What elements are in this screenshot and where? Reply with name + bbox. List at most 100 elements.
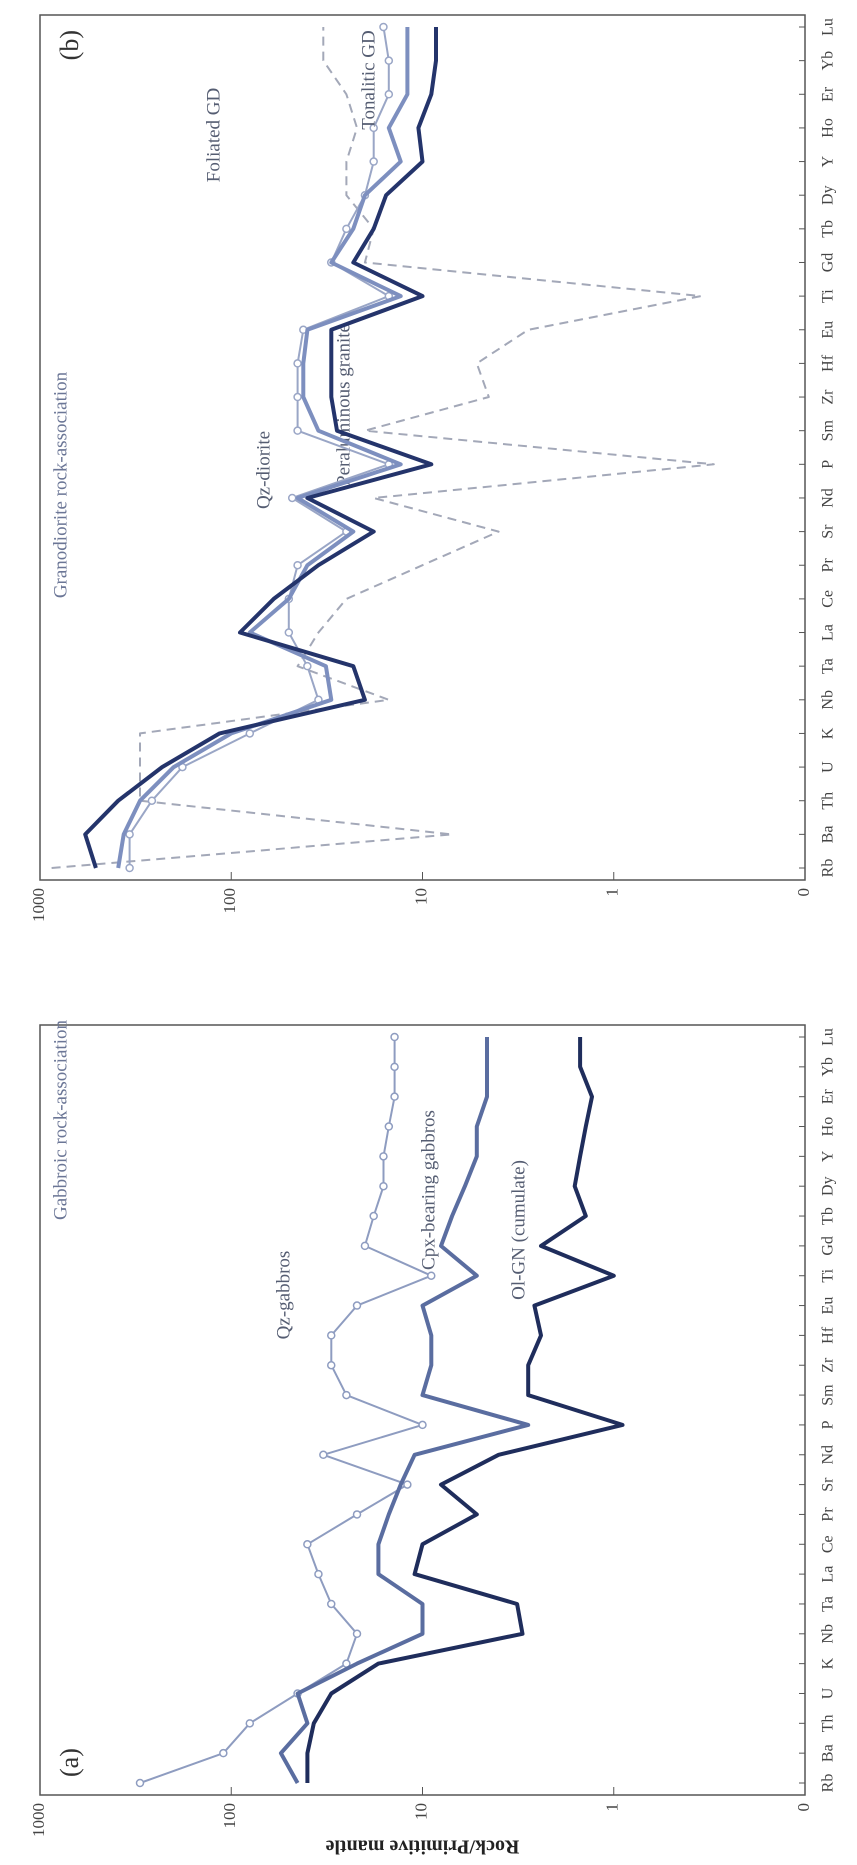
- x-tick-label: Pr: [820, 557, 837, 572]
- x-tick-label: Nb: [820, 690, 837, 710]
- x-tick-label: Lu: [820, 1028, 837, 1046]
- data-point: [284, 628, 294, 637]
- data-point: [293, 359, 302, 368]
- data-point: [418, 1420, 427, 1430]
- data-point: [219, 1748, 228, 1758]
- x-tick-label: La: [820, 624, 837, 641]
- data-point: [147, 796, 157, 805]
- y-tick-label: 0: [794, 1803, 813, 1812]
- panel-label: (a): [55, 1748, 84, 1777]
- x-tick-label: Er: [820, 86, 837, 102]
- x-tick-label: Ce: [820, 590, 837, 608]
- data-point: [352, 1629, 362, 1639]
- x-tick-label: Zr: [820, 1357, 837, 1373]
- x-tick-label: K: [820, 1657, 837, 1669]
- x-tick-label: La: [820, 1566, 837, 1583]
- data-point: [327, 1331, 336, 1340]
- x-tick-label: Sr: [820, 524, 837, 539]
- x-tick-label: Ba: [820, 825, 837, 843]
- x-tick-label: Eu: [820, 1297, 837, 1315]
- x-tick-label: Lu: [820, 18, 837, 36]
- x-tick-label: Tb: [820, 220, 837, 238]
- y-tick-label: 1: [603, 1803, 622, 1812]
- data-point: [384, 1122, 394, 1131]
- series-label: Qz-gabbros: [273, 1251, 294, 1340]
- data-point: [384, 90, 394, 99]
- data-point: [352, 1301, 362, 1310]
- data-point: [352, 1510, 362, 1519]
- x-tick-label: Ho: [820, 1117, 837, 1137]
- series-label: Tonalitic GD: [358, 30, 379, 129]
- series-label: Cpx-bearing gabbros: [418, 1110, 439, 1270]
- x-tick-label: Ta: [820, 658, 837, 674]
- y-tick-label: 1: [603, 888, 622, 897]
- data-point: [369, 123, 378, 133]
- series-line: [139, 1037, 433, 1784]
- x-tick-label: Eu: [820, 321, 837, 339]
- x-tick-label: Dy: [820, 1176, 837, 1196]
- x-tick-label: Er: [820, 1088, 837, 1104]
- y-axis-label: Rock/Primitive mantle: [325, 1835, 519, 1857]
- x-tick-label: Tb: [820, 1207, 837, 1225]
- data-point: [390, 1032, 399, 1042]
- data-point: [369, 157, 378, 166]
- series-line: [128, 26, 390, 868]
- data-point: [245, 729, 255, 738]
- x-tick-label: Y: [820, 155, 837, 167]
- x-tick-label: Rb: [820, 859, 837, 878]
- data-point: [293, 392, 302, 402]
- data-point: [390, 1092, 399, 1101]
- x-tick-label: Nd: [820, 1445, 837, 1465]
- series-label: Qz-diorite: [253, 431, 274, 509]
- data-point: [379, 22, 388, 32]
- data-point: [342, 224, 351, 234]
- data-point: [303, 661, 312, 671]
- x-tick-label: Zr: [820, 389, 837, 405]
- data-point: [319, 1450, 328, 1460]
- x-tick-label: Rb: [820, 1774, 837, 1793]
- x-tick-label: Sm: [820, 1384, 837, 1406]
- series-line: [278, 1037, 531, 1784]
- data-point: [327, 1599, 336, 1609]
- data-point: [125, 830, 134, 839]
- x-tick-label: Ti: [820, 1268, 837, 1282]
- data-point: [125, 863, 134, 873]
- x-tick-label: Ta: [820, 1596, 837, 1612]
- y-tick-label: 10: [411, 888, 430, 905]
- x-tick-label: Dy: [820, 185, 837, 205]
- y-tick-label: 1000: [29, 1803, 48, 1837]
- x-tick-label: Yb: [820, 1057, 837, 1077]
- x-tick-label: Pr: [820, 1507, 837, 1522]
- x-tick-label: U: [820, 761, 837, 773]
- series-line: [51, 27, 715, 869]
- data-point: [379, 1152, 388, 1161]
- y-tick-label: 100: [220, 888, 239, 914]
- series-label: Ol-GN (cumulate): [508, 1160, 529, 1300]
- x-tick-label: P: [820, 460, 837, 469]
- panel-label: (b): [55, 30, 84, 60]
- rotated-figure: 01101001000RbBaThUKNbTaLaCePrSrNdPSmZrHf…: [29, 14, 837, 1857]
- series-line: [83, 27, 438, 869]
- data-point: [384, 56, 394, 65]
- data-point: [390, 1062, 399, 1072]
- data-point: [379, 1181, 388, 1191]
- data-point: [293, 426, 302, 435]
- chart-title: Gabbroic rock-association: [50, 1020, 71, 1220]
- data-point: [327, 1360, 336, 1370]
- x-tick-label: Nb: [820, 1624, 837, 1644]
- data-point: [245, 1719, 255, 1728]
- x-tick-label: K: [820, 727, 837, 739]
- y-tick-label: 10: [411, 1803, 430, 1820]
- chart-title: Granodiorite rock-association: [50, 371, 71, 598]
- x-tick-label: Yb: [820, 51, 837, 71]
- y-tick-label: 100: [220, 1803, 239, 1829]
- data-point: [369, 1211, 378, 1221]
- series-label: Foliated GD: [203, 88, 224, 182]
- data-point: [293, 560, 302, 570]
- series-line: [305, 1037, 625, 1783]
- series-label: Peraluminous granite: [333, 324, 354, 486]
- data-point: [427, 1271, 436, 1280]
- data-point: [403, 1480, 412, 1489]
- x-tick-label: Ho: [820, 118, 837, 138]
